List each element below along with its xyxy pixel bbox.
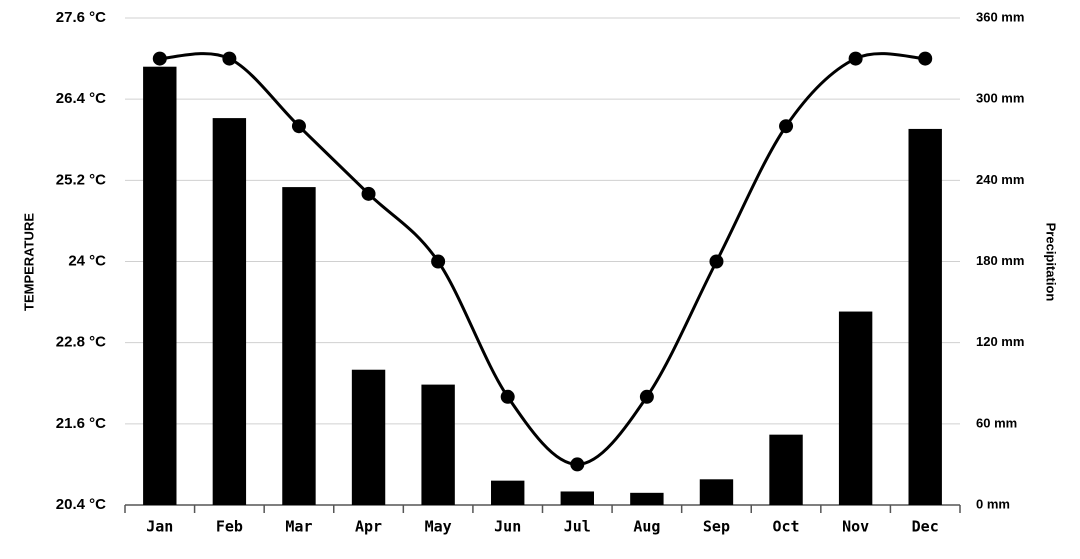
y2-tick-label: 0 mm: [976, 496, 1010, 511]
point: [222, 51, 237, 66]
point: [152, 51, 167, 66]
y-tick-label: 27.6 °C: [56, 9, 106, 26]
x-tick-label: Jan: [146, 518, 173, 536]
x-tick-label: Aug: [633, 518, 660, 536]
point: [500, 389, 515, 404]
point: [431, 254, 446, 269]
bar: [351, 369, 386, 505]
y-axis-label: TEMPERATURE: [21, 213, 36, 311]
point: [779, 119, 794, 134]
point: [918, 51, 933, 66]
y2-tick-label: 360 mm: [976, 9, 1024, 24]
y-tick-label: 26.4 °C: [56, 90, 106, 107]
y2-axis-label: Precipitation: [1044, 223, 1059, 302]
x-tick-label: Jun: [494, 518, 521, 536]
y-tick-label: 20.4 °C: [56, 496, 106, 513]
y-tick-label: 24 °C: [68, 252, 106, 269]
bar: [908, 128, 942, 505]
point: [361, 186, 376, 201]
point: [709, 254, 724, 269]
y2-tick-label: 240 mm: [976, 172, 1024, 187]
bar: [838, 311, 873, 505]
y2-tick-label: 120 mm: [976, 334, 1024, 349]
x-tick-label: Nov: [842, 518, 869, 536]
point: [639, 389, 654, 404]
bar: [769, 434, 803, 505]
y2-tick-label: 180 mm: [976, 253, 1024, 268]
x-tick-label: May: [425, 518, 452, 536]
x-tick-label: Sep: [703, 518, 730, 536]
x-tick-label: Feb: [216, 518, 243, 536]
x-tick-label: Mar: [285, 518, 312, 536]
x-tick-label: Apr: [355, 518, 382, 536]
bar: [560, 491, 594, 505]
point: [848, 51, 863, 66]
y-tick-label: 21.6 °C: [56, 415, 106, 432]
bar: [212, 118, 247, 505]
line: [159, 52, 926, 466]
y2-tick-label: 300 mm: [976, 91, 1024, 106]
bar: [282, 187, 316, 505]
point: [291, 119, 306, 134]
x-tick-label: Dec: [912, 518, 939, 536]
y2-tick-label: 60 mm: [976, 415, 1017, 430]
bar: [491, 480, 525, 505]
bar: [421, 384, 455, 505]
bar: [699, 479, 734, 505]
x-tick-label: Jul: [564, 518, 591, 536]
y-tick-label: 22.8 °C: [56, 334, 106, 351]
bar: [143, 66, 177, 505]
y-tick-label: 25.2 °C: [56, 171, 106, 188]
x-tick-label: Oct: [772, 518, 799, 536]
point: [570, 457, 585, 472]
bar: [630, 492, 664, 505]
